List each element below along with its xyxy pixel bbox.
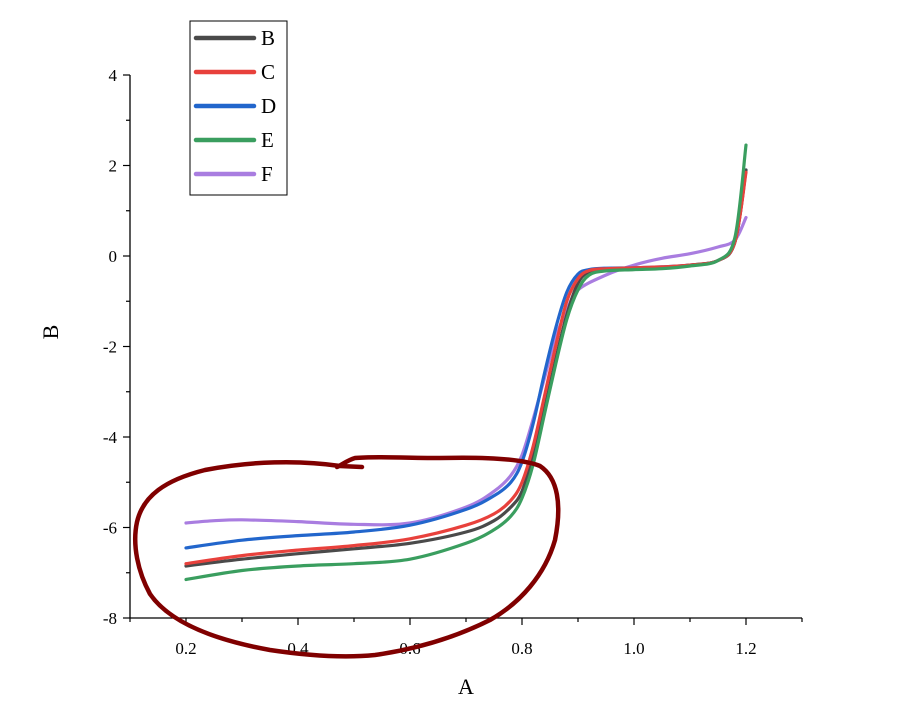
y-axis-title: B bbox=[38, 325, 63, 340]
y-tick-label: -2 bbox=[103, 338, 117, 357]
x-tick-label: 0.2 bbox=[175, 639, 196, 658]
legend-label-E: E bbox=[261, 128, 274, 152]
series-layer bbox=[184, 143, 748, 582]
y-tick-label: 4 bbox=[109, 66, 118, 85]
y-tick-label: -6 bbox=[103, 519, 117, 538]
axis-titles: A B bbox=[38, 325, 474, 699]
y-tick-label: 0 bbox=[109, 247, 118, 266]
annotation-layer bbox=[132, 454, 561, 659]
legend-label-B: B bbox=[261, 26, 275, 50]
legend-label-F: F bbox=[261, 162, 273, 186]
series-line-F bbox=[184, 215, 748, 527]
x-tick-label: 0.8 bbox=[511, 639, 532, 658]
y-tick-label: -8 bbox=[103, 609, 117, 628]
x-tick-label: 1.0 bbox=[623, 639, 644, 658]
series-line-C bbox=[184, 170, 748, 566]
x-axis-title: A bbox=[458, 674, 474, 699]
y-tick-label: -4 bbox=[103, 428, 118, 447]
legend-label-C: C bbox=[261, 60, 275, 84]
y-tick-label: 2 bbox=[109, 157, 118, 176]
hand-drawn-circle-annotation bbox=[132, 454, 561, 659]
series-line-E bbox=[184, 143, 748, 582]
x-tick-label: 1.2 bbox=[735, 639, 756, 658]
series-line-D bbox=[184, 168, 748, 550]
legend-label-D: D bbox=[261, 94, 276, 118]
